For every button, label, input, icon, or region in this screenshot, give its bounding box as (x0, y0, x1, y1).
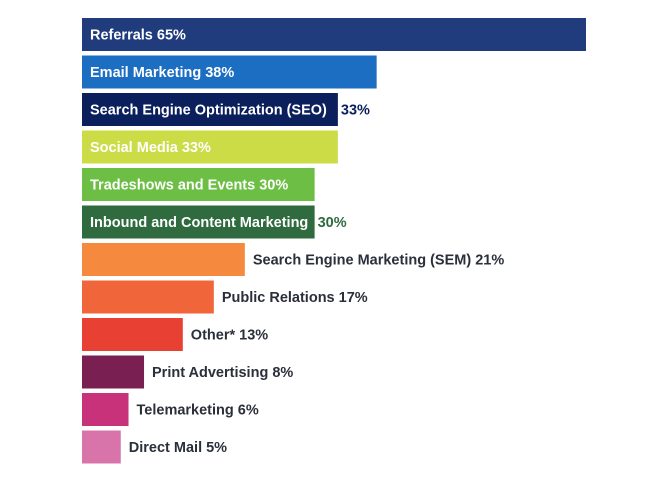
bar-label-email-marketing: Email Marketing 38% (90, 65, 234, 81)
bar-social-media (82, 130, 338, 164)
bar-category-label-search-engine-optimization-seo: Search Engine Optimization (SEO) (90, 103, 327, 119)
bar-print-advertising (82, 355, 145, 389)
bar-search-engine-marketing-sem (82, 243, 245, 276)
bar-other (82, 318, 183, 351)
labels-group: Referrals 65% Email Marketing 38% Search E… (90, 28, 504, 457)
bar-label-print-advertising: Print Advertising 8% (152, 365, 293, 381)
bar-value-label-search-engine-optimization-seo: 33% (341, 103, 370, 119)
bar-label-public-relations: Public Relations 17% (222, 290, 368, 306)
bar-search-engine-optimization-seo (82, 93, 338, 126)
bar-label-telemarketing: Telemarketing 6% (137, 403, 259, 419)
bar-label-tradeshows-and-events: Tradeshows and Events 30% (90, 178, 288, 194)
bar-email-marketing (82, 55, 377, 89)
bar-referrals (82, 18, 586, 51)
bar-tradeshows-and-events (82, 168, 315, 201)
bars-group (82, 18, 586, 464)
bar-label-direct-mail: Direct Mail 5% (129, 440, 227, 456)
bar-label-social-media: Social Media 33% (90, 140, 211, 156)
bar-value-label-inbound-and-content-marketing: 30% (318, 215, 347, 231)
bar-public-relations (82, 280, 214, 314)
bar-telemarketing (82, 393, 129, 426)
bar-category-label-inbound-and-content-marketing: Inbound and Content Marketing (90, 215, 308, 231)
bar-label-referrals: Referrals 65% (90, 28, 186, 44)
bar-label-search-engine-marketing-sem: Search Engine Marketing (SEM) 21% (253, 253, 505, 269)
bar-label-other: Other* 13% (191, 328, 268, 344)
bar-inbound-and-content-marketing (82, 205, 315, 239)
bar-direct-mail (82, 430, 121, 464)
